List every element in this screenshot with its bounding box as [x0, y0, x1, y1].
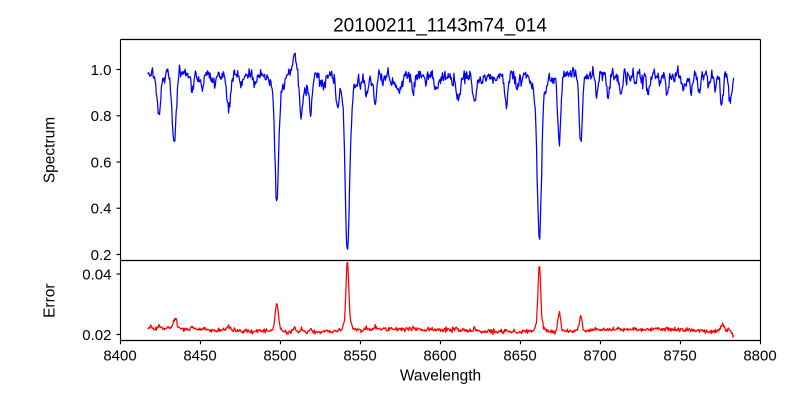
svg-text:8450: 8450 — [183, 347, 216, 364]
svg-text:20100211_1143m74_014: 20100211_1143m74_014 — [333, 16, 547, 37]
svg-text:8600: 8600 — [423, 347, 456, 364]
svg-text:0.8: 0.8 — [91, 108, 112, 125]
svg-text:8550: 8550 — [343, 347, 376, 364]
svg-text:1.0: 1.0 — [91, 62, 112, 79]
svg-text:0.04: 0.04 — [82, 266, 111, 283]
svg-text:8500: 8500 — [263, 347, 296, 364]
svg-text:0.6: 0.6 — [91, 154, 112, 171]
svg-text:Error: Error — [42, 283, 59, 317]
svg-text:8400: 8400 — [103, 347, 136, 364]
svg-text:Spectrum: Spectrum — [42, 117, 59, 183]
svg-text:0.02: 0.02 — [82, 327, 111, 344]
svg-text:0.2: 0.2 — [91, 247, 112, 264]
svg-text:Wavelength: Wavelength — [400, 368, 481, 385]
svg-text:8800: 8800 — [743, 347, 776, 364]
svg-text:8700: 8700 — [583, 347, 616, 364]
svg-text:0.4: 0.4 — [91, 201, 112, 218]
svg-text:8750: 8750 — [663, 347, 696, 364]
svg-text:8650: 8650 — [503, 347, 536, 364]
